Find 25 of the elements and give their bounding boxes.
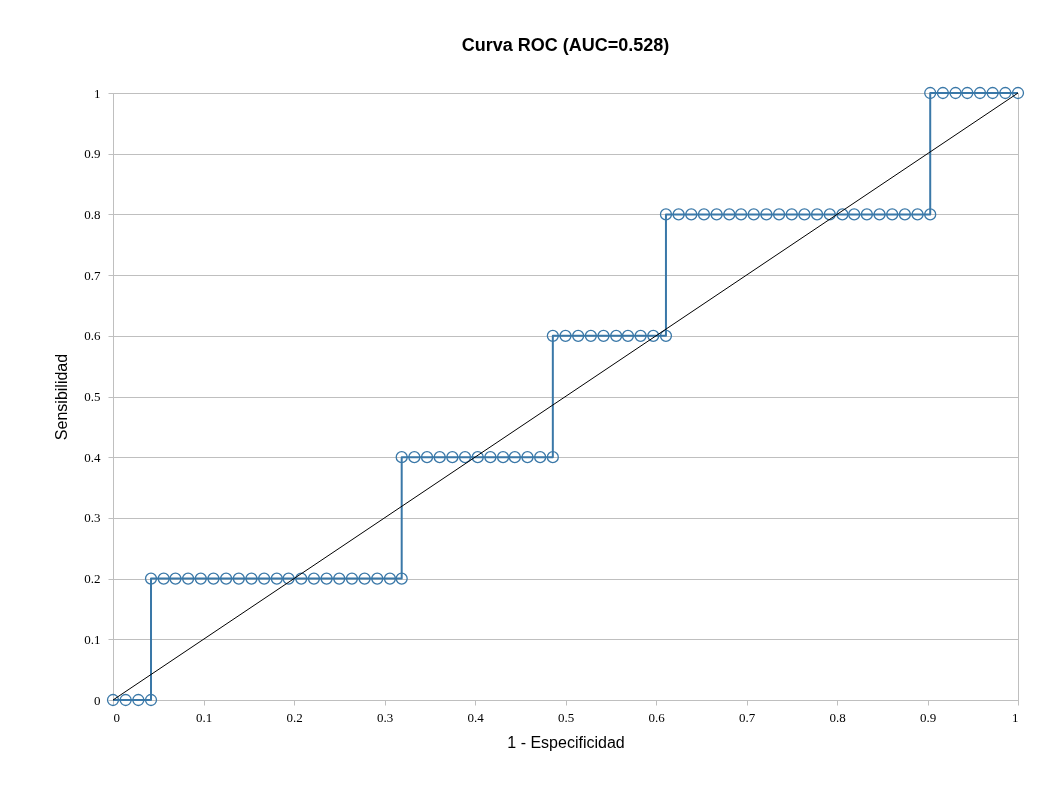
x-tick-label: 0.1: [195, 709, 213, 725]
y-tick-label: 1: [94, 85, 101, 101]
y-tick-label: 0.4: [84, 449, 101, 465]
x-tick-label: 0.4: [467, 709, 485, 725]
y-tick-label: 0.2: [84, 571, 101, 587]
x-tick-label: 0.9: [919, 709, 937, 725]
y-tick-label: 0.7: [84, 267, 101, 283]
chart-title: Curva ROC (AUC=0.528): [461, 34, 670, 55]
y-tick-label: 0.6: [84, 328, 101, 344]
y-tick-label: 0.3: [84, 510, 101, 526]
x-tick-label: 0: [113, 709, 120, 725]
y-tick-label: 0: [94, 692, 101, 708]
y-tick-label: 0.8: [84, 206, 101, 222]
x-tick-label: 1: [1012, 709, 1019, 725]
y-axis-title: Sensibilidad: [53, 353, 71, 441]
y-tick-label: 0.9: [84, 146, 101, 162]
x-tick-label: 0.7: [738, 709, 756, 725]
x-axis-title: 1 - Especificidad: [507, 733, 625, 751]
x-tick-label: 0.8: [829, 709, 846, 725]
x-tick-label: 0.6: [648, 709, 666, 725]
x-tick-label: 0.5: [557, 709, 575, 725]
x-tick-label: 0.3: [376, 709, 394, 725]
y-tick-label: 0.5: [84, 389, 101, 404]
y-tick-label: 0.1: [84, 631, 101, 647]
x-tick-label: 0.2: [286, 709, 303, 725]
